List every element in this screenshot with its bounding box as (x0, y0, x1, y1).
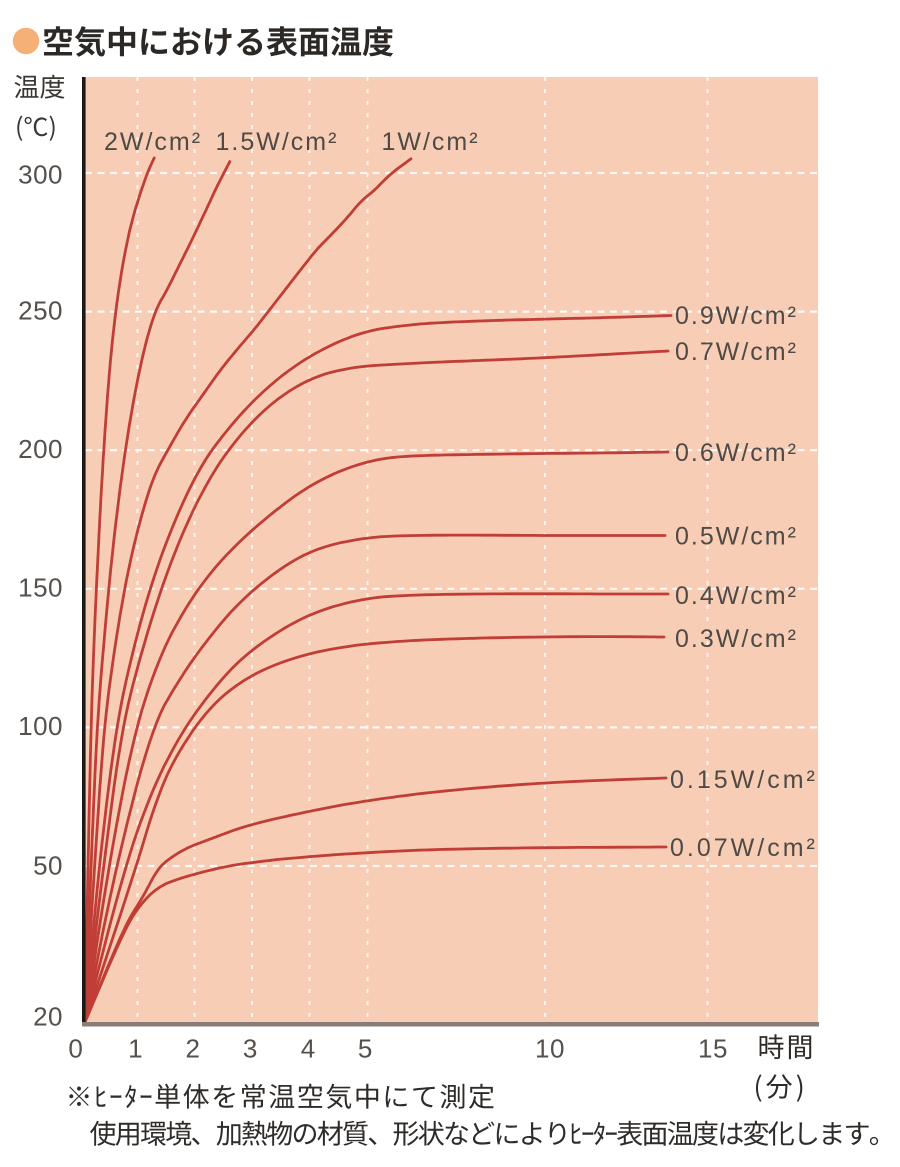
svg-text:5: 5 (358, 1034, 373, 1064)
svg-text:1: 1 (128, 1034, 143, 1064)
svg-text:15: 15 (698, 1034, 728, 1064)
svg-text:20: 20 (33, 1002, 63, 1032)
svg-text:0.6W/cm²: 0.6W/cm² (675, 439, 798, 467)
svg-text:2W/cm²: 2W/cm² (104, 128, 202, 156)
svg-text:3: 3 (243, 1034, 258, 1064)
svg-text:2: 2 (186, 1034, 201, 1064)
svg-text:10: 10 (535, 1034, 565, 1064)
svg-text:1.5W/cm²: 1.5W/cm² (216, 128, 339, 156)
svg-text:0: 0 (68, 1034, 83, 1064)
svg-text:50: 50 (33, 851, 63, 881)
svg-text:300: 300 (18, 160, 63, 190)
svg-text:0.4W/cm²: 0.4W/cm² (675, 582, 798, 610)
svg-text:0.9W/cm²: 0.9W/cm² (675, 302, 798, 330)
svg-text:250: 250 (18, 296, 63, 326)
svg-text:0.7W/cm²: 0.7W/cm² (675, 338, 798, 366)
svg-text:4: 4 (301, 1034, 316, 1064)
svg-text:0.5W/cm²: 0.5W/cm² (675, 523, 798, 551)
svg-text:0.3W/cm²: 0.3W/cm² (675, 625, 798, 653)
svg-text:0.15W/cm²: 0.15W/cm² (670, 766, 818, 794)
svg-text:150: 150 (18, 573, 63, 603)
svg-text:1W/cm²: 1W/cm² (381, 128, 479, 156)
svg-text:100: 100 (18, 711, 63, 741)
svg-text:200: 200 (18, 434, 63, 464)
svg-text:0.07W/cm²: 0.07W/cm² (670, 834, 818, 862)
